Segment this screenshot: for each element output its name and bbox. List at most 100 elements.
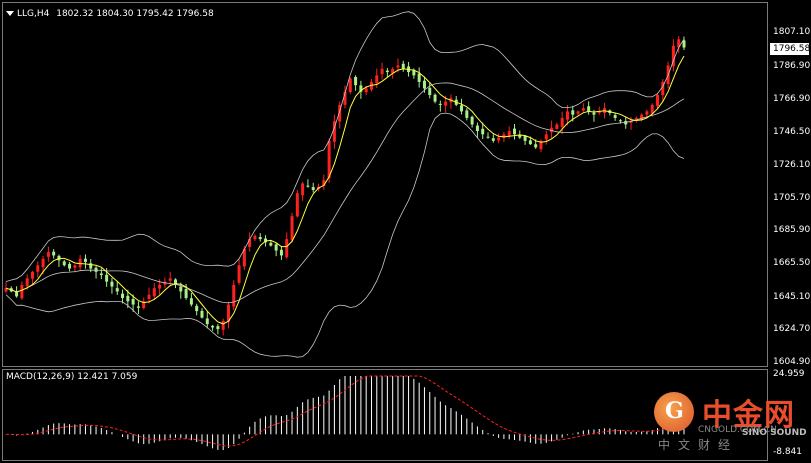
candle-body — [385, 70, 389, 73]
candle-body — [396, 65, 400, 68]
candle-body — [121, 293, 125, 298]
price-chart-panel[interactable] — [2, 2, 768, 367]
candle-body — [497, 137, 501, 141]
candle-body — [518, 134, 522, 138]
candle-body — [438, 103, 442, 105]
candle-body — [486, 136, 490, 138]
macd-panel[interactable] — [2, 369, 768, 461]
candle-body — [671, 45, 675, 67]
price-tick: 1807.10 — [773, 27, 811, 37]
candle-body — [258, 237, 262, 240]
candle-body — [41, 258, 45, 268]
candle-body — [656, 95, 660, 106]
candle-body — [179, 286, 183, 292]
candle-body — [285, 239, 289, 258]
candle-body — [433, 94, 437, 102]
macd-top-tick: 24.959 — [773, 369, 805, 379]
candle-body — [565, 111, 569, 120]
price-tick: 1604.90 — [773, 357, 811, 367]
candle-body — [645, 111, 649, 115]
price-tick: 1685.90 — [773, 225, 811, 235]
price-tick: 1726.10 — [773, 160, 811, 170]
candle-body — [364, 88, 368, 93]
candle-body — [354, 76, 358, 86]
candle-body — [253, 235, 257, 240]
moving-average-line — [5, 55, 685, 325]
candle-body — [618, 120, 622, 122]
candle-body — [465, 110, 469, 118]
watermark-sub: 中文财经 — [658, 438, 739, 452]
current-price-marker: 1796.58 — [770, 43, 810, 55]
candle-body — [412, 69, 416, 76]
candle-body — [184, 289, 188, 298]
price-tick: 1624.70 — [773, 324, 811, 334]
candle-body — [470, 116, 474, 125]
candle-body — [513, 128, 516, 135]
candle-body — [110, 281, 114, 287]
candle-body — [264, 238, 268, 243]
candle-body — [306, 185, 310, 187]
candle-body — [226, 304, 230, 322]
candle-body — [142, 301, 146, 309]
candle-body — [4, 288, 8, 292]
candle-body — [534, 144, 538, 148]
price-tick: 1665.50 — [773, 258, 811, 268]
candle-body — [401, 63, 405, 69]
candle-body — [290, 216, 294, 241]
candle-body — [634, 117, 638, 120]
candle-body — [200, 310, 204, 318]
candle-body — [348, 78, 352, 93]
candle-body — [475, 125, 479, 132]
candle-body — [640, 114, 644, 120]
price-tick: 1786.90 — [773, 61, 811, 71]
candle-body — [99, 273, 103, 276]
price-tick: 1746.50 — [773, 127, 811, 137]
candle-body — [105, 274, 109, 282]
candle-body — [232, 284, 236, 307]
candle-body — [581, 108, 585, 111]
watermark-logo: G 中金网 CNGOLD.COM.CN 中文财经 SINO SOUND — [652, 388, 807, 458]
candle-body — [274, 244, 278, 251]
candle-body — [89, 263, 93, 269]
candle-body — [248, 239, 252, 247]
candle-body — [83, 258, 87, 262]
candle-body — [36, 265, 40, 272]
candle-body — [571, 110, 575, 115]
candle-body — [301, 183, 305, 196]
candle-body — [587, 106, 591, 112]
candle-body — [327, 140, 331, 178]
candle-body — [322, 180, 326, 186]
candle-body — [380, 68, 384, 75]
candle-body — [126, 295, 130, 302]
candle-body — [375, 75, 379, 84]
candle-body — [343, 91, 347, 105]
candle-body — [650, 104, 654, 114]
candle-body — [136, 306, 140, 308]
candle-body — [311, 187, 315, 190]
candle-body — [94, 267, 98, 272]
candle-body — [613, 115, 617, 118]
candle-body — [279, 249, 283, 256]
candle-body — [539, 140, 543, 150]
price-tick: 1766.90 — [773, 94, 811, 104]
candle-body — [460, 105, 464, 112]
candle-body — [68, 263, 72, 269]
bollinger-mid-line — [5, 82, 685, 304]
candle-body — [295, 193, 299, 217]
candle-body — [422, 80, 426, 89]
bollinger-upper-line — [5, 11, 685, 282]
candle-body — [269, 242, 273, 246]
candle-body — [15, 291, 19, 297]
candle-body — [131, 298, 135, 305]
candle-body — [25, 278, 29, 287]
candle-body — [560, 117, 564, 127]
watermark-sino: SINO SOUND — [742, 428, 807, 438]
candle-body — [338, 104, 342, 122]
candle-body — [168, 278, 172, 281]
chart-menu-arrow-icon[interactable] — [6, 11, 14, 16]
ohlc-values: 1802.32 1804.30 1795.42 1796.58 — [56, 9, 214, 19]
candle-body — [221, 320, 225, 330]
candle-body — [629, 121, 633, 123]
